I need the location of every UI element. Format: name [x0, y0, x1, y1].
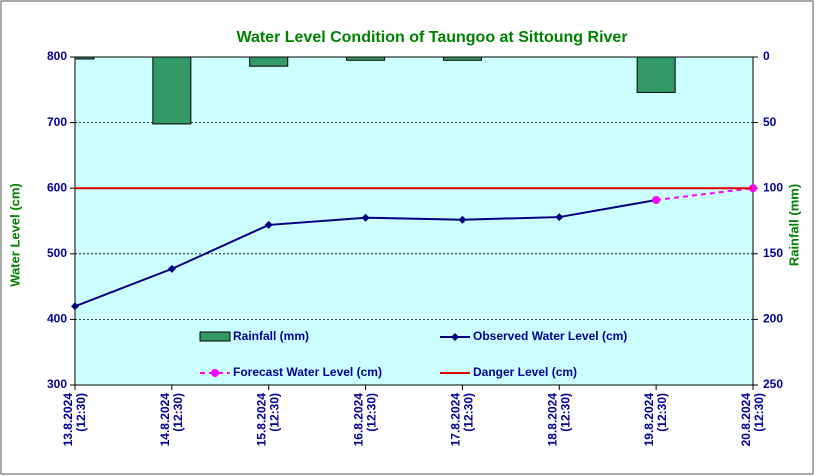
point	[71, 302, 79, 311]
y2-tick-label: 50	[763, 115, 777, 129]
x-tick-label-line: 18.8.2024	[545, 393, 559, 447]
legend-label: Observed Water Level (cm)	[473, 329, 627, 343]
y-axis-label: Water Level (cm)	[7, 183, 22, 287]
x-tick-label-line: 15.8.2024	[255, 393, 269, 447]
y2-tick-label: 200	[763, 312, 783, 326]
x-tick-label-line: (12:30)	[268, 393, 282, 432]
y-tick-label: 700	[47, 115, 67, 129]
point	[264, 220, 273, 229]
x-tick-label-line: (12:30)	[752, 393, 766, 432]
y2-tick-label: 150	[763, 246, 783, 260]
point	[211, 369, 219, 377]
y2-tick-label: 250	[763, 377, 783, 391]
x-tick-label-line: (12:30)	[74, 393, 88, 432]
y-tick-label: 500	[47, 246, 67, 260]
point	[652, 196, 661, 205]
legend-entry: Forecast Water Level (cm)	[200, 365, 382, 379]
x-tick-label: 15.8.2024(12:30)	[255, 393, 282, 447]
series-line	[656, 187, 754, 202]
x-tick-label: 13.8.2024(12:30)	[61, 393, 88, 447]
x-tick-label-line: (12:30)	[171, 393, 185, 432]
x-tick-label-line: (12:30)	[365, 393, 379, 432]
x-tick-label-line: 13.8.2024	[61, 393, 75, 447]
rain-bar	[249, 57, 289, 67]
x-tick-label-line: 16.8.2024	[352, 393, 366, 447]
point	[167, 264, 176, 273]
x-tick-label-line: 17.8.2024	[449, 393, 463, 447]
x-tick-label-line: (12:30)	[462, 393, 476, 432]
legend-entry: Rainfall (mm)	[199, 329, 309, 343]
x-tick-label: 20.8.2024(12:30)	[739, 393, 766, 447]
rain-bar	[152, 57, 192, 125]
point	[451, 333, 459, 341]
x-tick-label-line: 19.8.2024	[642, 393, 656, 447]
x-tick-label: 14.8.2024(12:30)	[158, 393, 185, 447]
point	[458, 215, 467, 224]
point	[555, 213, 564, 222]
chart-title: Water Level Condition of Taungoo at Sitt…	[236, 29, 627, 46]
y2-tick-label: 100	[763, 180, 783, 194]
legend-entry: Observed Water Level (cm)	[440, 329, 627, 343]
x-tick-label-line: 14.8.2024	[158, 393, 172, 447]
x-tick-label-line: (12:30)	[558, 393, 572, 432]
y2-axis-label: Rainfall (mm)	[786, 184, 801, 266]
rain-bar	[75, 57, 95, 60]
y2-tick-label: 0	[763, 49, 770, 63]
x-tick-label: 17.8.2024(12:30)	[449, 393, 476, 447]
x-tick-label-line: 20.8.2024	[739, 393, 753, 447]
legend-label: Danger Level (cm)	[473, 365, 577, 379]
legend-label: Forecast Water Level (cm)	[233, 365, 382, 379]
legend-label: Rainfall (mm)	[233, 329, 309, 343]
point	[361, 213, 370, 222]
x-tick-label-line: (12:30)	[655, 393, 669, 432]
y-tick-label: 600	[47, 180, 67, 194]
plot-layer	[75, 57, 676, 125]
rain-bar	[442, 57, 482, 61]
x-tick-label: 16.8.2024(12:30)	[352, 393, 379, 447]
x-tick-label: 19.8.2024(12:30)	[642, 393, 669, 447]
legend-entry: Danger Level (cm)	[440, 365, 577, 379]
y-tick-label: 400	[47, 312, 67, 326]
rain-bar	[346, 57, 386, 61]
y-tick-label: 800	[47, 49, 67, 63]
rain-bar	[636, 57, 676, 93]
legend-swatch	[199, 331, 231, 342]
y-tick-label: 300	[47, 377, 67, 391]
x-tick-label: 18.8.2024(12:30)	[545, 393, 572, 447]
